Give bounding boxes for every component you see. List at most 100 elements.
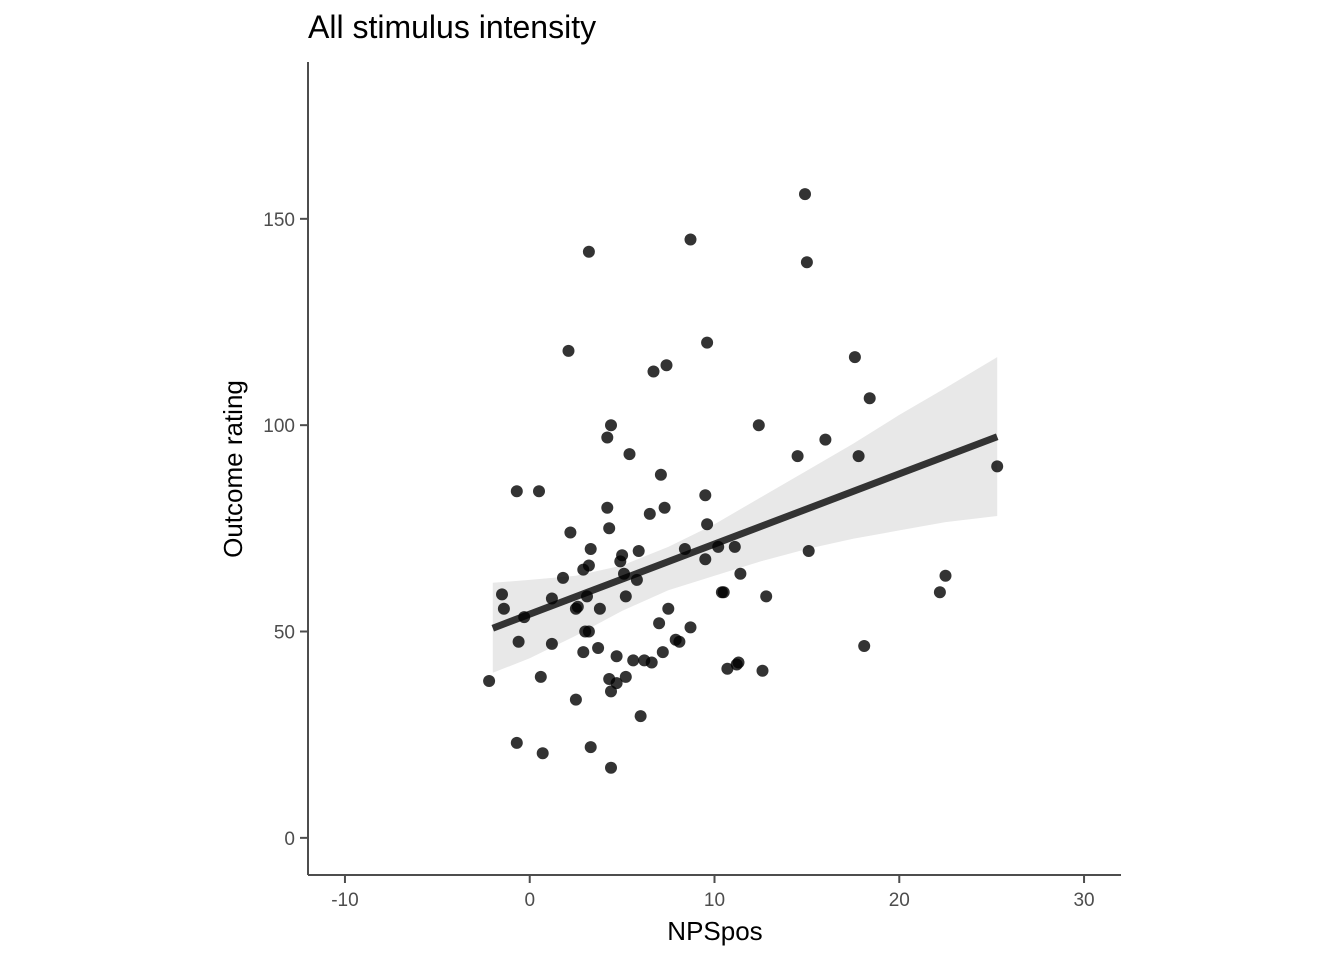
data-point [577,563,590,576]
data-point [584,741,597,754]
data-point [802,545,815,557]
data-point [483,675,496,687]
data-point [610,650,623,663]
data-point [605,419,617,432]
data-point [627,654,640,667]
y-axis-title: Outcome rating [218,380,248,558]
data-point [497,602,510,615]
data-point [721,662,734,675]
data-point [684,621,697,634]
data-point [819,433,832,446]
data-point [730,658,743,671]
data-point [852,450,865,463]
data-point [939,569,952,582]
data-point [534,670,547,683]
data-point [728,540,741,553]
data-point [699,553,712,566]
data-point [545,637,558,650]
y-tick-label: 0 [284,829,295,850]
data-point [577,646,590,659]
data-point [619,670,632,683]
confidence-band-layer [492,357,998,673]
data-point [601,431,614,444]
data-point [654,468,667,481]
data-point [756,664,769,677]
data-point [512,635,525,648]
data-point [614,555,627,568]
data-point [605,761,617,774]
data-point [848,351,861,364]
data-point [858,640,871,652]
y-tick-label: 50 [274,623,295,644]
data-point [593,602,606,615]
data-point [658,501,671,514]
data-point [605,685,617,698]
data-point [800,256,813,269]
data-point [619,590,632,603]
confidence-band [492,357,998,673]
data-point [592,642,605,654]
data-point [564,526,577,539]
y-tick-label: 100 [263,416,295,437]
data-point [653,617,666,630]
x-axis-ticks: -10 0 10 20 30 [331,875,1095,911]
x-tick-label: 20 [889,890,910,911]
data-point [933,586,946,599]
data-point [518,611,531,624]
data-point [734,567,747,580]
data-point [545,592,558,605]
fit-line-layer [491,433,999,632]
data-point [699,489,712,502]
data-point [601,501,614,514]
data-point [557,571,569,584]
data-point [863,392,876,405]
data-points-layer [483,188,1004,774]
data-point [645,656,658,669]
x-tick-label: -10 [331,890,358,911]
x-tick-label: 30 [1073,890,1094,911]
data-point [630,573,643,586]
y-axis-ticks: 0 50 100 150 [263,210,308,850]
data-point [684,233,697,246]
data-point [533,485,545,498]
data-point [510,736,523,749]
data-point [582,625,595,638]
data-point [581,590,593,603]
data-point [623,448,636,461]
chart-title: All stimulus intensity [308,9,596,45]
data-point [791,450,804,463]
x-tick-label: 0 [524,890,535,911]
data-point [536,747,549,760]
x-axis-title: NPSpos [667,916,762,946]
data-point [632,545,645,557]
data-point [678,543,691,555]
data-point [569,693,582,706]
data-point [562,344,575,357]
data-point [647,365,660,378]
data-point [701,336,714,349]
data-point [603,522,616,535]
data-point [582,245,595,258]
data-point [752,419,765,432]
data-point [618,567,630,580]
data-point [717,586,730,599]
data-point [584,543,597,555]
data-point [701,518,714,531]
x-tick-label: 10 [704,890,725,911]
data-point [496,588,508,601]
regression-line [491,433,999,632]
data-point [656,646,669,659]
data-point [510,485,523,498]
data-point [662,602,675,615]
data-point [660,359,673,372]
data-point [634,710,647,723]
data-point [712,540,725,553]
data-point [991,460,1004,473]
data-point [643,507,656,520]
data-point [760,590,773,603]
data-point [569,602,582,615]
data-point [673,635,686,648]
y-tick-label: 150 [263,210,295,231]
data-point [799,188,811,201]
